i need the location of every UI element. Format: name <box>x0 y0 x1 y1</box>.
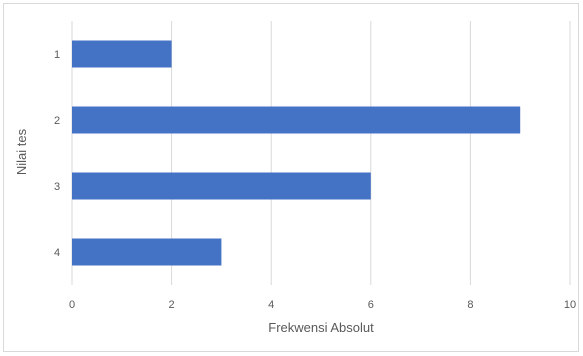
x-tick-label: 6 <box>368 299 374 311</box>
x-tick-label: 0 <box>69 299 75 311</box>
y-tick-label: 3 <box>54 181 60 193</box>
bar-1 <box>72 40 172 68</box>
y-tick-label: 4 <box>54 247 60 259</box>
bar-2 <box>72 106 521 134</box>
bars <box>72 40 521 266</box>
x-tick-label: 10 <box>564 299 576 311</box>
y-tick-labels: 1 2 3 4 <box>54 49 60 259</box>
x-tick-labels: 0 2 4 6 8 10 <box>69 299 576 311</box>
bar-3 <box>72 172 371 200</box>
x-axis-title: Frekwensi Absolut <box>268 320 374 335</box>
y-axis-title: Nilai tes <box>14 128 29 175</box>
bar-4 <box>72 238 222 266</box>
x-tick-label: 2 <box>169 299 175 311</box>
x-tick-label: 4 <box>268 299 274 311</box>
y-tick-label: 1 <box>54 49 60 61</box>
x-tick-label: 8 <box>467 299 473 311</box>
y-tick-label: 2 <box>54 115 60 127</box>
